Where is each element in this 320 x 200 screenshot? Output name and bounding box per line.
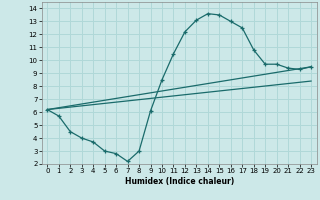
X-axis label: Humidex (Indice chaleur): Humidex (Indice chaleur) <box>124 177 234 186</box>
